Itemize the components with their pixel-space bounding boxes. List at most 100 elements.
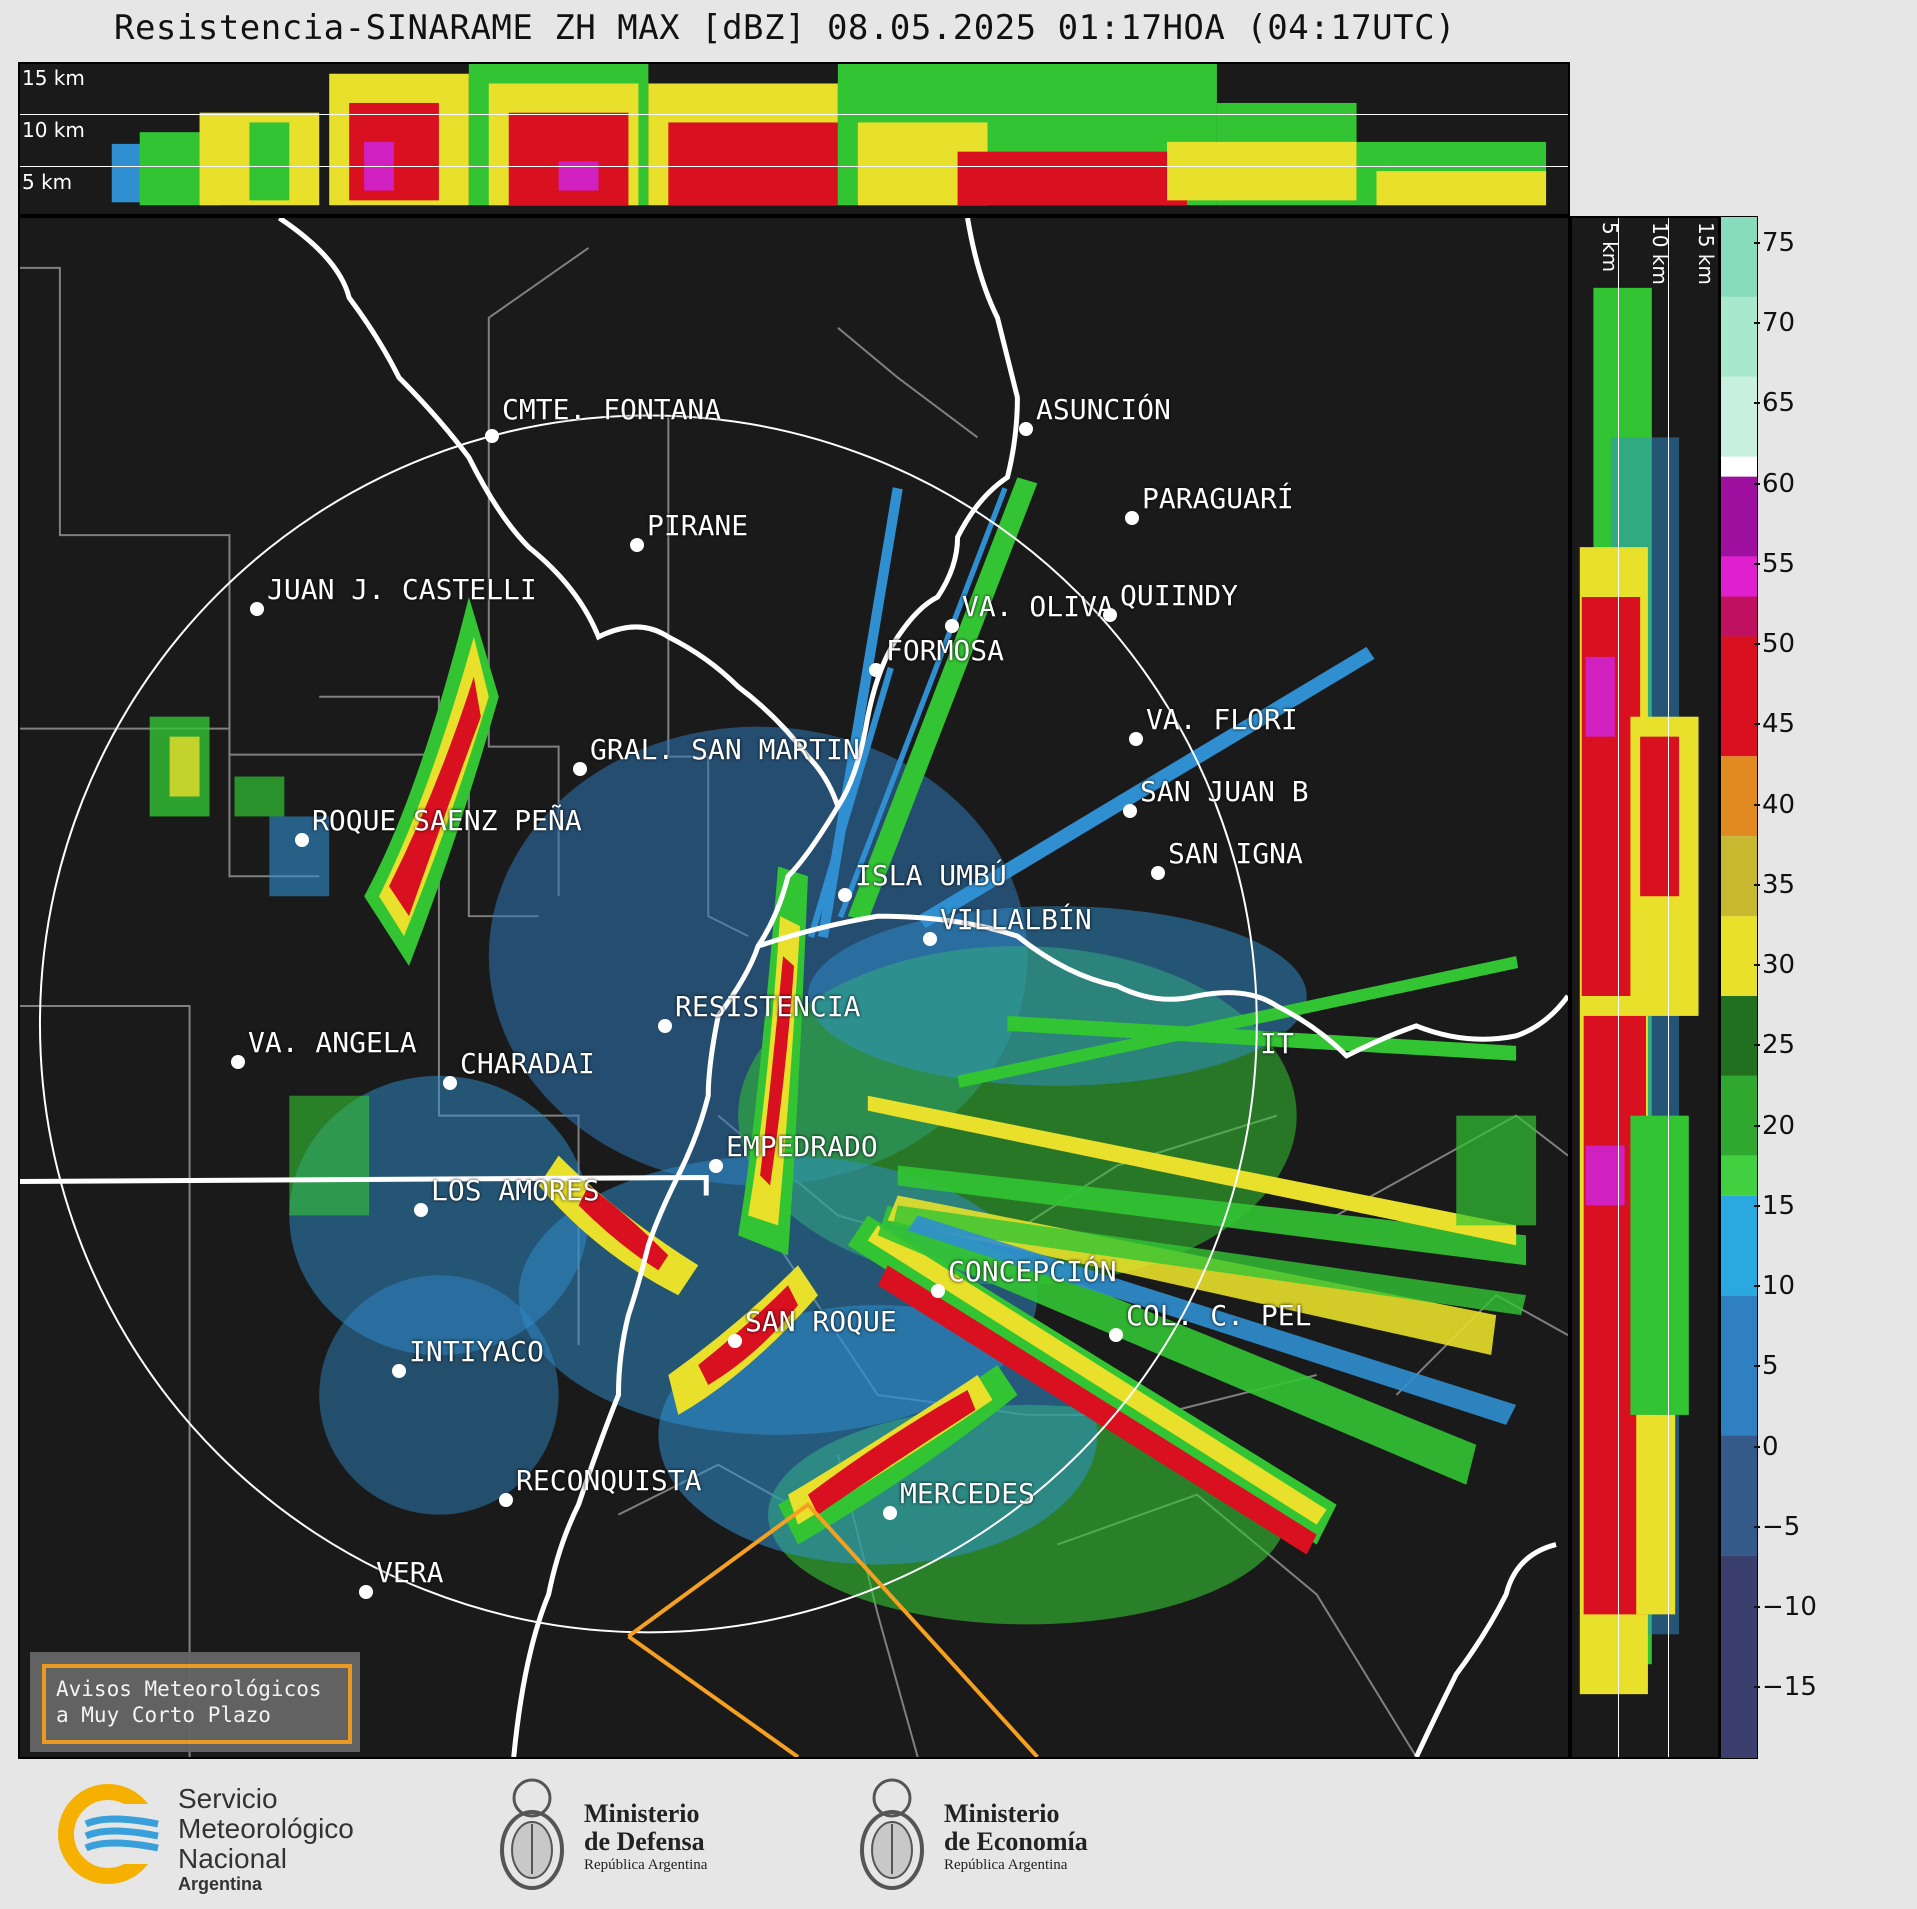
city-label: VA. FLORI [1146,703,1298,736]
city-label: VERA [376,1556,444,1589]
top-cross-section-echoes [111,64,1547,206]
city-label: VILLALBÍN [940,903,1092,936]
defensa-logo-text: Ministerio de Defensa República Argentin… [584,1800,707,1874]
colorbar-tick: 20 [1753,1111,1796,1141]
colorbar-tick: −15 [1754,1672,1817,1702]
avisos-legend: Avisos Meteorológicos a Muy Corto Plazo [30,1652,360,1752]
city-label: FORMOSA [886,634,1005,667]
city-label: GRAL. SAN MARTIN [590,733,860,766]
city-label: LOS AMORES [431,1174,600,1207]
city-marker [728,1334,742,1348]
colorbar-tick: 65 [1753,388,1796,418]
city-label: VA. ANGELA [248,1026,417,1059]
top-cross-section: 15 km 10 km 5 km [18,62,1570,216]
city-label: RESISTENCIA [675,990,861,1023]
smn-logo-icon [58,1784,168,1884]
city-label: VA. OLIVA [962,590,1114,623]
city-marker [838,888,852,902]
rivers-borders [20,218,1568,1757]
city-marker [1103,608,1117,622]
footer-logos: Servicio Meteorológico Nacional Argentin… [0,1762,1917,1909]
city-label: SAN ROQUE [745,1305,897,1338]
city-marker [1125,511,1139,525]
alt-line-10km-vertical [1668,218,1669,1757]
alt-label-10km-v: 10 km [1648,222,1672,285]
radar-echoes [149,477,1537,1625]
colorbar-tick: 70 [1753,308,1796,338]
city-marker [414,1203,428,1217]
colorbar-tick: 55 [1753,549,1796,579]
colorbar-tick: 50 [1753,629,1796,659]
radar-title: Resistencia-SINARAME ZH MAX [dBZ] 08.05.… [113,8,1457,48]
colorbar-gradient [1721,217,1757,1758]
economia-line-1: Ministerio [944,1799,1060,1828]
city-label: EMPEDRADO [726,1130,878,1163]
city-marker [883,1506,897,1520]
coat-of-arms-icon [860,1778,924,1890]
city-label: MERCEDES [900,1477,1035,1510]
alt-line-5km-vertical [1618,218,1619,1757]
avisos-line-1: Avisos Meteorológicos [56,1677,322,1701]
alt-line-10km [20,114,1568,115]
city-label: COL. C. PEL [1126,1299,1312,1332]
dbz-colorbar [1720,216,1758,1759]
colorbar-tick: 30 [1753,950,1796,980]
city-marker [359,1585,373,1599]
colorbar-tick: 35 [1753,870,1796,900]
city-marker [250,602,264,616]
alt-label-5km-v: 5 km [1598,222,1622,273]
colorbar-tick: 60 [1753,469,1796,499]
city-label: CONCEPCIÓN [948,1255,1117,1288]
city-marker [443,1076,457,1090]
city-marker [869,663,883,677]
smn-line-2: Meteorológico [178,1813,354,1844]
city-marker [231,1055,245,1069]
city-label: INTIYACO [409,1335,544,1368]
colorbar-tick: −5 [1753,1512,1801,1542]
colorbar-tick: 40 [1753,790,1796,820]
city-label: ASUNCIÓN [1036,393,1171,426]
city-label: JUAN J. CASTELLI [267,573,537,606]
right-cross-section: 5 km 10 km 15 km [1570,216,1720,1759]
colorbar-tick: 75 [1753,228,1796,258]
colorbar-tick: 0 [1754,1432,1779,1462]
radar-map: CMTE. FONTANA ASUNCIÓN PARAGUARÍ PIRANE … [18,216,1570,1759]
city-marker [1129,732,1143,746]
city-marker [1019,422,1033,436]
colorbar-tick: 5 [1754,1351,1779,1381]
right-cross-section-echoes [1579,287,1699,1695]
defensa-line-2: de Defensa [584,1827,705,1856]
alt-label-15km: 15 km [22,66,85,90]
city-label: IT [1260,1027,1294,1060]
city-marker [1151,866,1165,880]
alt-line-5km [20,166,1568,167]
city-marker [392,1364,406,1378]
city-marker [295,833,309,847]
alt-label-10km: 10 km [22,118,85,142]
defensa-line-1: Ministerio [584,1799,700,1828]
city-label: SAN IGNA [1168,837,1303,870]
city-label: PIRANE [647,509,749,542]
city-marker [1109,1328,1123,1342]
economia-line-3: República Argentina [944,1857,1068,1873]
avisos-legend-text: Avisos Meteorológicos a Muy Corto Plazo [56,1676,322,1728]
city-label: SAN JUAN B [1140,775,1309,808]
defensa-line-3: República Argentina [584,1857,708,1873]
city-marker [931,1284,945,1298]
city-label: PARAGUARÍ [1142,482,1294,515]
smn-logo-text: Servicio Meteorológico Nacional Argentin… [178,1783,354,1895]
colorbar-tick: 45 [1753,709,1796,739]
city-label: RECONQUISTA [516,1464,702,1497]
alt-label-5km: 5 km [22,170,73,194]
city-marker [630,538,644,552]
colorbar-tick: 10 [1753,1271,1796,1301]
radar-map-graphics [20,218,1568,1757]
city-marker [573,762,587,776]
alt-label-15km-v: 15 km [1694,222,1718,285]
smn-line-4: Argentina [178,1874,263,1894]
city-marker [485,429,499,443]
smn-line-1: Servicio [178,1783,278,1814]
avisos-line-2: a Muy Corto Plazo [56,1703,271,1727]
city-marker [658,1019,672,1033]
avisos-legend-box: Avisos Meteorológicos a Muy Corto Plazo [42,1664,352,1744]
